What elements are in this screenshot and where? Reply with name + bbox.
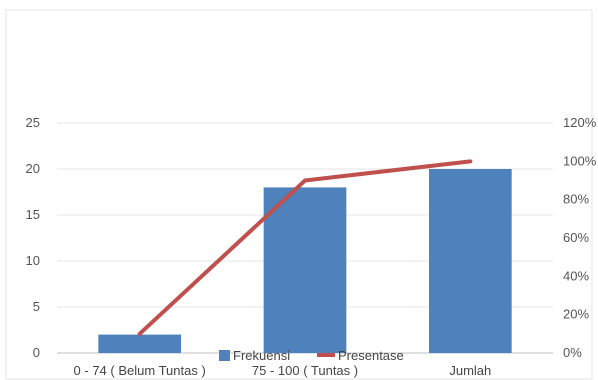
bar-frekuensi	[98, 334, 181, 353]
left-tick-label: 10	[26, 253, 40, 268]
left-tick-label: 5	[33, 299, 40, 314]
bar-series-frekuensi	[98, 169, 512, 353]
right-tick-label: 120%	[563, 115, 597, 130]
category-labels: 0 - 74 ( Belum Tuntas ) 75 - 100 ( Tuntas…	[74, 363, 492, 378]
left-tick-label: 20	[26, 161, 40, 176]
right-tick-label: 40%	[563, 268, 589, 283]
right-tick-label: 80%	[563, 192, 589, 207]
legend-label-presentase: Presentase	[338, 348, 404, 363]
category-label: Jumlah	[449, 363, 491, 378]
line-point-presentase	[469, 160, 471, 162]
right-axis-ticks: 0% 20% 40% 60% 80% 100% 120%	[563, 115, 597, 360]
right-tick-label: 0%	[563, 345, 582, 360]
category-label: 75 - 100 ( Tuntas )	[252, 363, 358, 378]
category-label: 0 - 74 ( Belum Tuntas )	[74, 363, 206, 378]
bar-frekuensi	[263, 187, 347, 353]
left-tick-label: 15	[26, 207, 40, 222]
left-tick-label: 0	[33, 345, 40, 360]
bar-frekuensi	[429, 169, 512, 353]
line-series-presentase	[137, 159, 473, 336]
legend: Frekuensi Presentase	[219, 348, 404, 363]
line-point-presentase	[139, 333, 141, 335]
legend-label-frekuensi: Frekuensi	[233, 348, 290, 363]
right-tick-label: 20%	[563, 307, 589, 322]
legend-swatch-frekuensi	[219, 350, 230, 361]
left-axis-ticks: 0 5 10 15 20 25	[26, 115, 40, 360]
right-tick-label: 100%	[563, 153, 597, 168]
left-tick-label: 25	[26, 115, 40, 130]
line-point-presentase	[304, 180, 306, 181]
right-tick-label: 60%	[563, 230, 589, 245]
